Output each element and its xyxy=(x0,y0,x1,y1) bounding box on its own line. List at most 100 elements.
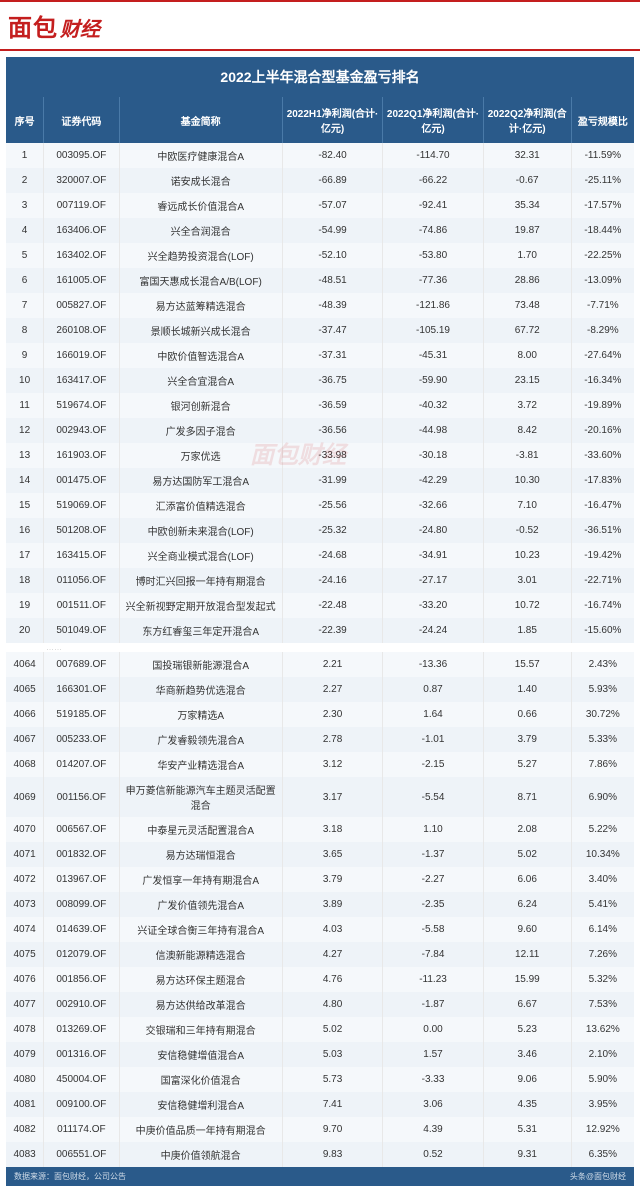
table-cell: 兴全趋势投资混合(LOF) xyxy=(119,243,282,268)
table-cell: 交银瑞和三年持有期混合 xyxy=(119,1017,282,1042)
table-row: 3007119.OF睿远成长价值混合A-57.07-92.4135.34-17.… xyxy=(6,193,634,218)
table-cell: -5.54 xyxy=(383,777,483,817)
table-cell: 4078 xyxy=(6,1017,44,1042)
table-cell: 17 xyxy=(6,543,44,568)
table-row: 4080450004.OF国富深化价值混合5.73-3.339.065.90% xyxy=(6,1067,634,1092)
table-cell: 4066 xyxy=(6,702,44,727)
table-cell: 13 xyxy=(6,443,44,468)
table-cell: 3.40% xyxy=(571,867,634,892)
table-cell: 006567.OF xyxy=(44,817,119,842)
table-row: 4067005233.OF广发睿毅领先混合A2.78-1.013.795.33% xyxy=(6,727,634,752)
table-cell: 2.30 xyxy=(282,702,382,727)
table-cell: -18.44% xyxy=(571,218,634,243)
table-cell: 兴全合宜混合A xyxy=(119,368,282,393)
table-cell: 013967.OF xyxy=(44,867,119,892)
table-cell: 景顺长城新兴成长混合 xyxy=(119,318,282,343)
table-cell: 3.17 xyxy=(282,777,382,817)
table-cell: 5.23 xyxy=(483,1017,571,1042)
table-row: 4065166301.OF华商新趋势优选混合2.270.871.405.93% xyxy=(6,677,634,702)
table-cell: 3.72 xyxy=(483,393,571,418)
table-cell: 5.33% xyxy=(571,727,634,752)
table-cell: -57.07 xyxy=(282,193,382,218)
table-row: 9166019.OF中欧价值智选混合A-37.31-45.318.00-27.6… xyxy=(6,343,634,368)
table-cell: -36.59 xyxy=(282,393,382,418)
table-cell: 4075 xyxy=(6,942,44,967)
table-cell: 中欧创新未来混合(LOF) xyxy=(119,518,282,543)
table-cell: -11.23 xyxy=(383,967,483,992)
table-row: 4082011174.OF中庚价值品质一年持有期混合9.704.395.3112… xyxy=(6,1117,634,1142)
table-cell: 10 xyxy=(6,368,44,393)
footer: 数据来源：面包财经，公司公告 头条@面包财经 xyxy=(6,1167,634,1186)
table-cell: -22.39 xyxy=(282,618,382,643)
table-cell: -105.19 xyxy=(383,318,483,343)
table-cell: 166301.OF xyxy=(44,677,119,702)
table-title: 2022上半年混合型基金盈亏排名 xyxy=(6,57,634,97)
table-cell: 166019.OF xyxy=(44,343,119,368)
table-cell: 73.48 xyxy=(483,293,571,318)
table-row: 4070006567.OF中泰星元灵活配置混合A3.181.102.085.22… xyxy=(6,817,634,842)
table-cell: -11.59% xyxy=(571,143,634,168)
table-cell: 3.65 xyxy=(282,842,382,867)
table-cell: 4070 xyxy=(6,817,44,842)
table-cell: 005233.OF xyxy=(44,727,119,752)
table-cell: -7.84 xyxy=(383,942,483,967)
table-cell: 163406.OF xyxy=(44,218,119,243)
table-cell: 163402.OF xyxy=(44,243,119,268)
table-cell: 7.26% xyxy=(571,942,634,967)
table-row: 14001475.OF易方达国防军工混合A-31.99-42.2910.30-1… xyxy=(6,468,634,493)
table-cell: 12.92% xyxy=(571,1117,634,1142)
table-cell: -44.98 xyxy=(383,418,483,443)
table-cell: 002943.OF xyxy=(44,418,119,443)
table-cell: 广发多因子混合 xyxy=(119,418,282,443)
table-cell: -36.51% xyxy=(571,518,634,543)
table-cell: 广发睿毅领先混合A xyxy=(119,727,282,752)
table-cell: -27.17 xyxy=(383,568,483,593)
table-cell: -2.27 xyxy=(383,867,483,892)
table-cell: 汇添富价值精选混合 xyxy=(119,493,282,518)
table-cell: 5.02 xyxy=(483,842,571,867)
table-cell: 广发恒享一年持有期混合A xyxy=(119,867,282,892)
table-cell: 7 xyxy=(6,293,44,318)
table-cell: 1 xyxy=(6,143,44,168)
table-cell: 5.02 xyxy=(282,1017,382,1042)
table-cell: 012079.OF xyxy=(44,942,119,967)
table-cell: -45.31 xyxy=(383,343,483,368)
table-cell: -0.52 xyxy=(483,518,571,543)
table-cell: 4071 xyxy=(6,842,44,867)
table-cell: 10.72 xyxy=(483,593,571,618)
table-cell: -7.71% xyxy=(571,293,634,318)
table-cell: 10.34% xyxy=(571,842,634,867)
table-cell: -22.71% xyxy=(571,568,634,593)
table-cell: 1.57 xyxy=(383,1042,483,1067)
table-cell: 0.52 xyxy=(383,1142,483,1167)
table-cell: 4082 xyxy=(6,1117,44,1142)
table-cell: 519069.OF xyxy=(44,493,119,518)
table-cell: 15.57 xyxy=(483,652,571,677)
table-cell: -114.70 xyxy=(383,143,483,168)
table-cell: 易方达供给改革混合 xyxy=(119,992,282,1017)
table-cell: 7.10 xyxy=(483,493,571,518)
table-cell: 6.06 xyxy=(483,867,571,892)
table-row: 4072013967.OF广发恒享一年持有期混合A3.79-2.276.063.… xyxy=(6,867,634,892)
table-row: 4069001156.OF申万菱信新能源汽车主题灵活配置混合3.17-5.548… xyxy=(6,777,634,817)
table-row: 13161903.OF万家优选-33.98-30.18-3.81-33.60% xyxy=(6,443,634,468)
ranking-table: 序号 证券代码 基金简称 2022H1净利润(合计·亿元) 2022Q1净利润(… xyxy=(6,97,634,1167)
table-cell: -92.41 xyxy=(383,193,483,218)
table-cell: 安信稳健增利混合A xyxy=(119,1092,282,1117)
table-cell: -1.87 xyxy=(383,992,483,1017)
table-cell: 6.14% xyxy=(571,917,634,942)
table-cell: -33.20 xyxy=(383,593,483,618)
footer-right: 头条@面包财经 xyxy=(570,1171,626,1182)
table-cell: 005827.OF xyxy=(44,293,119,318)
table-cell: -22.25% xyxy=(571,243,634,268)
table-cell: -25.32 xyxy=(282,518,382,543)
table-cell: 6.24 xyxy=(483,892,571,917)
table-cell: 3 xyxy=(6,193,44,218)
table-cell: -54.99 xyxy=(282,218,382,243)
table-cell: 501049.OF xyxy=(44,618,119,643)
table-cell: -3.33 xyxy=(383,1067,483,1092)
table-cell: 5.73 xyxy=(282,1067,382,1092)
table-cell: -25.56 xyxy=(282,493,382,518)
table-cell: 001511.OF xyxy=(44,593,119,618)
table-cell: 011056.OF xyxy=(44,568,119,593)
